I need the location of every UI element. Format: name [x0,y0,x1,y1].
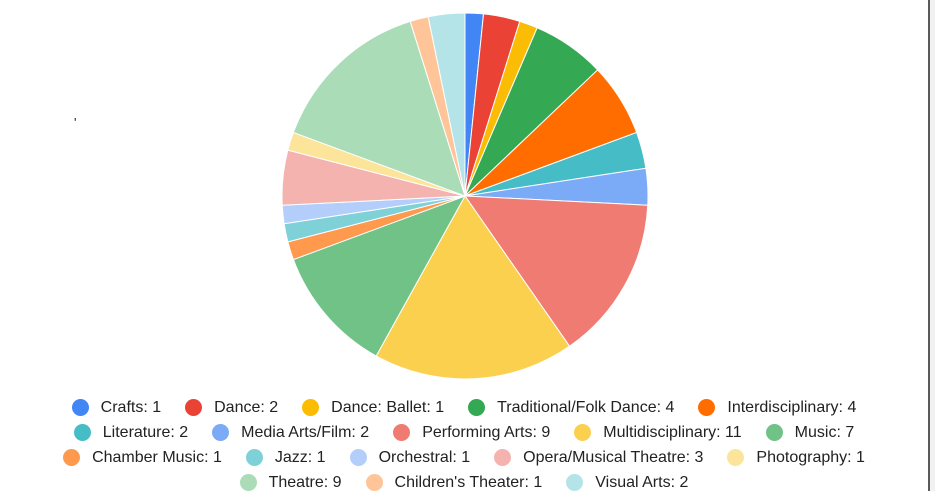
legend-swatch [212,424,230,441]
legend-swatch [494,449,512,466]
legend-item[interactable]: Visual Arts: 2 [566,474,688,492]
legend-label: Chamber Music: 1 [92,448,222,466]
legend-item[interactable]: Orchestral: 1 [349,448,471,467]
pie-slices [281,12,649,380]
legend-label: Interdisciplinary: 4 [727,398,857,416]
window-edge [928,0,935,491]
legend-label: Dance: Ballet: 1 [331,398,445,416]
legend-item[interactable]: Theatre: 9 [239,473,342,492]
legend-item[interactable]: Jazz: 1 [245,448,326,467]
legend-row: Theatre: 9 Children's Theater: 1 Visual Ar… [239,471,688,494]
legend-item[interactable]: Dance: Ballet: 1 [302,399,444,417]
legend-label: Literature: 2 [102,423,189,441]
legend-label: Theatre: 9 [268,473,342,491]
legend-swatch [468,399,486,416]
legend-item[interactable]: Dance: 2 [185,399,278,417]
stray-tick-mark: ' [74,115,77,130]
pie-slice-music[interactable] [292,195,467,357]
pie-slice-multidisciplinary[interactable] [375,195,571,380]
legend-item[interactable]: Opera/Musical Theatre: 3 [494,449,703,467]
pie-chart [281,12,649,380]
legend-label: Crafts: 1 [100,398,162,416]
pie-slice-theatre[interactable] [292,20,466,197]
legend-row: Chamber Music: 1 Jazz: 1 Orchestral: 1 Oper… [63,446,865,469]
legend-item[interactable]: Chamber Music: 1 [63,449,222,467]
legend-label: Performing Arts: 9 [422,423,551,441]
legend-swatch [574,424,592,441]
legend-swatch [302,399,320,416]
legend-swatch [245,449,263,466]
legend-label: Dance: 2 [214,398,279,416]
legend-label: Media Arts/Film: 2 [241,423,370,441]
legend-label: Opera/Musical Theatre: 3 [523,448,704,466]
legend-row: Crafts: 1 Dance: 2 Dance: Ballet: 1 Traditi… [71,396,856,419]
legend-swatch [698,399,716,416]
legend-item[interactable]: Multidisciplinary: 11 [574,423,742,442]
legend-item[interactable]: Traditional/Folk Dance: 4 [468,399,674,417]
chart-legend: Crafts: 1 Dance: 2 Dance: Ballet: 1 Traditi… [0,396,928,494]
legend-swatch [566,474,584,491]
legend-swatch [765,424,783,441]
pie-slice-performing-arts[interactable] [464,195,649,347]
legend-swatch [727,449,745,466]
legend-item[interactable]: Performing Arts: 9 [393,424,550,442]
legend-item[interactable]: Crafts: 1 [71,398,162,417]
legend-swatch [365,474,383,491]
legend-item[interactable]: Children's Theater: 1 [365,473,543,492]
legend-label: Jazz: 1 [274,448,326,466]
legend-swatch [185,399,203,416]
legend-label: Music: 7 [794,423,855,441]
legend-swatch [63,449,81,466]
legend-item[interactable]: Photography: 1 [727,449,865,467]
legend-label: Photography: 1 [756,448,865,466]
legend-swatch [349,449,367,466]
legend-swatch [71,399,89,416]
legend-row: Literature: 2 Media Arts/Film: 2 Performin… [73,421,855,444]
legend-label: Multidisciplinary: 11 [603,423,742,441]
legend-label: Visual Arts: 2 [595,473,689,491]
legend-item[interactable]: Music: 7 [765,423,855,442]
legend-item[interactable]: Media Arts/Film: 2 [212,424,369,442]
pie-slice-visual-arts[interactable] [427,12,466,197]
legend-label: Children's Theater: 1 [394,473,543,491]
legend-item[interactable]: Literature: 2 [73,423,189,442]
legend-swatch [239,474,257,491]
legend-item[interactable]: Interdisciplinary: 4 [698,399,856,417]
legend-swatch [73,424,91,441]
legend-label: Traditional/Folk Dance: 4 [497,398,675,416]
legend-swatch [393,424,411,441]
legend-label: Orchestral: 1 [378,448,471,466]
